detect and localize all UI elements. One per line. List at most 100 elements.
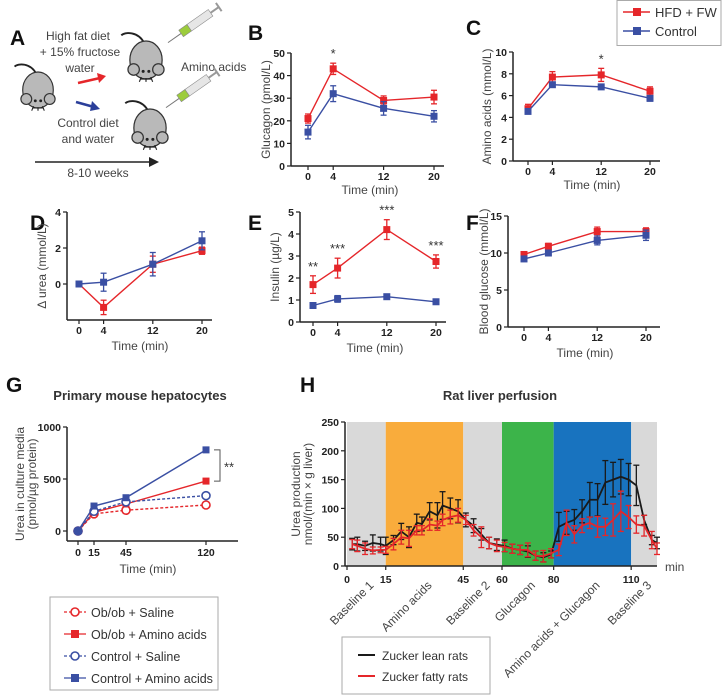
y-tick-label: 250 — [321, 417, 339, 429]
x-tick-label: 4 — [101, 325, 107, 337]
y-tick-label: 10 — [273, 138, 285, 150]
y-axis-label-line2: nmol/(min × g liver) — [301, 443, 315, 545]
data-point — [75, 280, 83, 288]
data-point — [309, 281, 317, 289]
significance-marker: *** — [330, 241, 345, 256]
x-tick-label: 15 — [88, 547, 100, 559]
series-hfd-fw — [304, 62, 438, 124]
mouse-icon — [120, 32, 165, 83]
y-tick-label: 10 — [495, 47, 507, 59]
series-control — [309, 293, 440, 309]
legend-label-control: Control — [655, 24, 697, 39]
legend-label: Ob/ob + Saline — [91, 606, 174, 620]
legend-marker-control — [633, 27, 641, 35]
x-tick-label: 20 — [644, 166, 656, 178]
y-axis-label: Glucagon (pmol/L) — [259, 60, 273, 159]
mouse-icon — [124, 100, 169, 151]
syringe-icon — [165, 67, 221, 109]
significance-bracket — [214, 449, 221, 482]
series-control-amino-acids — [74, 446, 210, 535]
legend-label-fatty: Zucker fatty rats — [382, 670, 468, 684]
panel-letter-f: F — [466, 212, 479, 235]
x-tick-label: 4 — [330, 171, 336, 183]
y-tick-label: 20 — [273, 116, 285, 128]
series-hfd-fw — [520, 226, 650, 258]
data-point — [329, 65, 337, 73]
data-point — [597, 83, 605, 91]
timeline-arrow-icon — [35, 157, 159, 167]
data-point — [198, 247, 206, 255]
legend-marker — [71, 674, 79, 682]
x-tick-label: 120 — [197, 547, 215, 559]
period-band — [502, 422, 554, 566]
legend-label-hfd: HFD + FW — [655, 5, 717, 20]
chart-panel-g: G Primary mouse hepatocytes 0 500 1000 0 15 45 1… — [6, 374, 238, 576]
legend-label-lean: Zucker lean rats — [382, 649, 468, 663]
series-line — [352, 475, 658, 559]
series-line — [312, 295, 437, 307]
x-tick-label: 12 — [591, 332, 603, 344]
data-point — [383, 226, 391, 234]
period-label: Baseline 1 — [327, 578, 377, 628]
control-text-2: and water — [62, 132, 115, 146]
y-tick-label: 5 — [288, 207, 294, 219]
legend-label: Ob/ob + Amino acids — [91, 628, 207, 642]
y-tick-label: 0 — [496, 322, 502, 334]
y-tick-label: 15 — [490, 211, 502, 223]
y-tick-label: 50 — [327, 532, 339, 544]
series-line — [307, 67, 435, 119]
x-tick-label: 12 — [147, 325, 159, 337]
x-axis-label: Time (min) — [564, 178, 621, 192]
y-tick-label: 0 — [55, 526, 61, 538]
data-point — [329, 90, 337, 98]
legend-hepatocytes: Ob/ob + Saline Ob/ob + Amino acids Control… — [49, 596, 219, 691]
y-tick-label: 0 — [501, 156, 507, 168]
data-point — [198, 237, 206, 245]
y-axis-label-line1: Urea in culture media — [13, 427, 27, 541]
data-point — [646, 87, 654, 95]
y-tick-label: 4 — [55, 207, 61, 219]
legend-marker — [71, 630, 79, 638]
chart-title: Rat liver perfusion — [443, 388, 557, 403]
y-tick-label: 50 — [273, 48, 285, 60]
period-band — [385, 422, 464, 566]
y-tick-label: 30 — [273, 93, 285, 105]
data-point — [100, 278, 108, 286]
series-zucker-fatty-rats — [349, 490, 660, 563]
y-tick-label: 3 — [288, 251, 294, 263]
y-tick-label: 4 — [501, 112, 507, 124]
y-tick-label: 200 — [321, 446, 339, 458]
y-tick-label: 10 — [490, 248, 502, 260]
x-tick-label: 12 — [378, 171, 390, 183]
significance-marker: * — [599, 51, 604, 66]
x-tick-label: 12 — [595, 166, 607, 178]
data-point — [201, 500, 211, 510]
period-label: Amino acids — [378, 578, 434, 634]
x-tick-label: 0 — [305, 171, 311, 183]
data-point — [380, 104, 388, 112]
significance-marker: ** — [308, 259, 318, 274]
duration-label: 8-10 weeks — [67, 166, 128, 180]
x-tick-label: 20 — [430, 327, 442, 339]
series-line — [77, 449, 207, 532]
data-point — [544, 242, 552, 250]
y-axis-label: Insulin (µg/L) — [268, 232, 282, 302]
data-point — [304, 128, 312, 136]
chart-panel-d: D 0 2 4 0 4 12 20 Δ urea (mmol/L) Time (min) — [30, 207, 212, 353]
data-point — [430, 112, 438, 120]
data-point — [334, 295, 342, 303]
x-tick-label: 4 — [335, 327, 341, 339]
chart-panel-c: C 0 2 4 6 8 10 0 4 12 20 Amino acids (mmol/L) Time (… — [466, 17, 660, 192]
data-point — [202, 446, 210, 454]
y-tick-label: 500 — [43, 474, 61, 486]
panel-letter-e: E — [248, 212, 262, 235]
x-axis-label: Time (min) — [557, 346, 614, 360]
data-point — [149, 260, 157, 268]
significance-marker: * — [331, 46, 336, 61]
x-tick-label: 80 — [548, 574, 560, 586]
data-point — [593, 228, 601, 236]
panel-a: A High fat diet + 15% fructose water Con… — [10, 2, 246, 180]
